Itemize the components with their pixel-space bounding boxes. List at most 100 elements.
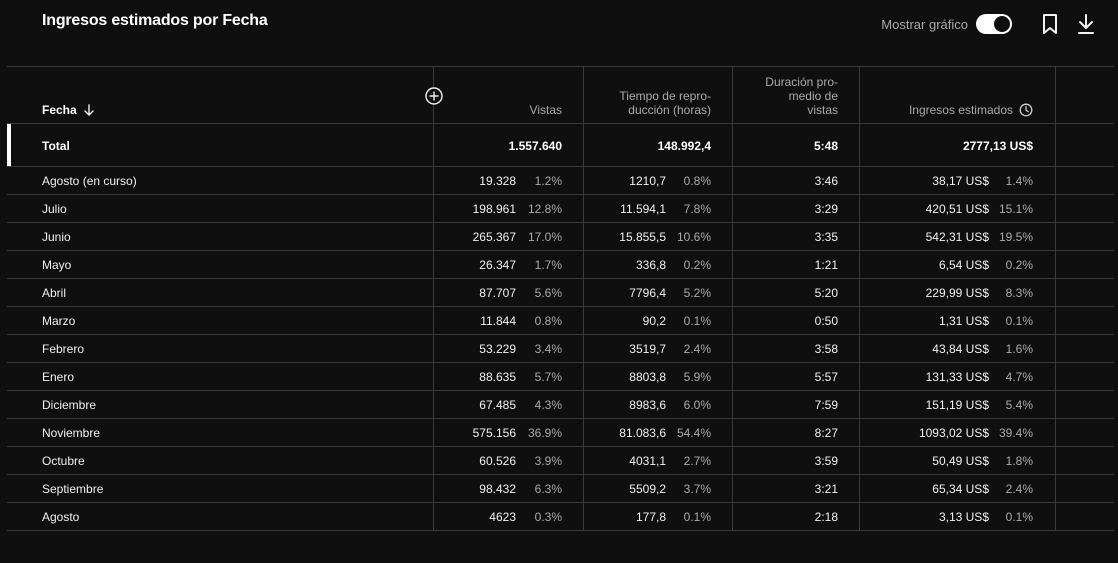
row-date: Mayo: [42, 258, 72, 272]
row-date: Enero: [42, 370, 75, 384]
row-watch: 4031,1: [629, 454, 666, 468]
row-revenue: 6,54 US$: [938, 258, 989, 272]
table-row[interactable]: Diciembre 67.485 4.3% 8983,6 6.0% 7:59 1…: [7, 391, 1114, 419]
duration-cell: 3:46: [733, 167, 860, 194]
revenue-cell: 151,19 US$ 5.4%: [860, 391, 1056, 418]
header-revenue-cell[interactable]: Ingresos estimados: [860, 67, 1056, 123]
row-duration: 5:20: [814, 286, 838, 300]
revenue-cell: 1093,02 US$ 39.4%: [860, 419, 1056, 446]
total-views: 1.557.640: [508, 139, 562, 153]
row-date: Noviembre: [42, 426, 101, 440]
row-views: 19.328: [479, 174, 516, 188]
total-revenue-cell: 2777,13 US$: [860, 124, 1056, 166]
table-row[interactable]: Octubre 60.526 3.9% 4031,1 2.7% 3:59 50,…: [7, 447, 1114, 475]
duration-cell: 3:59: [733, 447, 860, 474]
row-watch-pct: 2.4%: [683, 342, 711, 356]
header-empty-cell: [1056, 67, 1114, 123]
row-date: Julio: [42, 202, 67, 216]
row-views-pct: 0.3%: [534, 510, 562, 524]
row-views: 198.961: [472, 202, 516, 216]
watch-cell: 4031,1 2.7%: [584, 447, 733, 474]
table-row[interactable]: Enero 88.635 5.7% 8803,8 5.9% 5:57 131,3…: [7, 363, 1114, 391]
row-views-pct: 0.8%: [534, 314, 562, 328]
empty-cell: [1056, 503, 1114, 530]
views-cell: 198.961 12.8%: [434, 195, 584, 222]
empty-cell: [1056, 447, 1114, 474]
bookmark-button[interactable]: [1038, 12, 1062, 36]
arrow-down-icon: [83, 103, 94, 116]
table-row[interactable]: Junio 265.367 17.0% 15.855,5 10.6% 3:35 …: [7, 223, 1114, 251]
table-row[interactable]: Agosto (en curso) 19.328 1.2% 1210,7 0.8…: [7, 167, 1114, 195]
views-cell: 88.635 5.7%: [434, 363, 584, 390]
empty-cell: [1056, 335, 1114, 362]
row-date: Marzo: [42, 314, 76, 328]
total-empty-cell: [1056, 124, 1114, 166]
show-chart-toggle[interactable]: [976, 14, 1012, 34]
row-duration: 0:50: [814, 314, 838, 328]
row-revenue: 542,31 US$: [925, 230, 989, 244]
empty-cell: [1056, 363, 1114, 390]
row-revenue: 229,99 US$: [925, 286, 989, 300]
download-button[interactable]: [1074, 12, 1098, 36]
row-watch: 177,8: [635, 510, 666, 524]
date-cell: Julio: [7, 195, 434, 222]
toggle-label: Mostrar gráfico: [881, 16, 968, 32]
table-row[interactable]: Mayo 26.347 1.7% 336,8 0.2% 1:21 6,54 US…: [7, 251, 1114, 279]
watch-cell: 15.855,5 10.6%: [584, 223, 733, 250]
row-views: 11.844: [480, 314, 516, 328]
sort-date-button[interactable]: Fecha: [42, 103, 95, 117]
header-duration-label: Duración pro- medio de vistas: [765, 75, 838, 117]
views-cell: 11.844 0.8%: [434, 307, 584, 334]
row-revenue: 131,33 US$: [925, 370, 989, 384]
row-watch-pct: 0.1%: [683, 510, 711, 524]
total-label: Total: [42, 139, 70, 153]
header-views-cell[interactable]: Vistas: [434, 67, 584, 123]
watch-cell: 7796,4 5.2%: [584, 279, 733, 306]
total-revenue: 2777,13 US$: [962, 139, 1033, 153]
total-watch-cell: 148.992,4: [584, 124, 733, 166]
header-revenue-label-group: Ingresos estimados: [909, 103, 1033, 117]
row-watch-pct: 5.2%: [683, 286, 711, 300]
row-views-pct: 1.2%: [534, 174, 562, 188]
revenue-cell: 3,13 US$ 0.1%: [860, 503, 1056, 530]
duration-cell: 1:21: [733, 251, 860, 278]
header-duration-cell[interactable]: Duración pro- medio de vistas: [733, 67, 860, 123]
row-views: 575.156: [472, 426, 516, 440]
total-label-cell: Total: [7, 124, 434, 166]
table-row[interactable]: Julio 198.961 12.8% 11.594,1 7.8% 3:29 4…: [7, 195, 1114, 223]
table-row[interactable]: Agosto 4623 0.3% 177,8 0.1% 2:18 3,13 US…: [7, 503, 1114, 531]
views-cell: 98.432 6.3%: [434, 475, 584, 502]
add-column-button[interactable]: [425, 87, 443, 105]
revenue-cell: 50,49 US$ 1.8%: [860, 447, 1056, 474]
row-duration: 3:58: [814, 342, 838, 356]
views-cell: 19.328 1.2%: [434, 167, 584, 194]
duration-cell: 5:20: [733, 279, 860, 306]
row-duration: 3:35: [814, 230, 838, 244]
table-row[interactable]: Septiembre 98.432 6.3% 5509,2 3.7% 3:21 …: [7, 475, 1114, 503]
revenue-cell: 6,54 US$ 0.2%: [860, 251, 1056, 278]
header-watch-cell[interactable]: Tiempo de repro- ducción (horas): [584, 67, 733, 123]
views-cell: 265.367 17.0%: [434, 223, 584, 250]
empty-cell: [1056, 167, 1114, 194]
row-duration: 3:46: [814, 174, 838, 188]
date-cell: Agosto: [7, 503, 434, 530]
header-watch-line1: Tiempo de repro-: [619, 89, 711, 103]
row-watch: 8983,6: [629, 398, 666, 412]
table-row[interactable]: Febrero 53.229 3.4% 3519,7 2.4% 3:58 43,…: [7, 335, 1114, 363]
revenue-cell: 542,31 US$ 19.5%: [860, 223, 1056, 250]
views-cell: 60.526 3.9%: [434, 447, 584, 474]
row-revenue-pct: 0.2%: [1005, 258, 1033, 272]
header-duration-line3: vistas: [807, 103, 838, 117]
watch-cell: 11.594,1 7.8%: [584, 195, 733, 222]
table-row[interactable]: Abril 87.707 5.6% 7796,4 5.2% 5:20 229,9…: [7, 279, 1114, 307]
duration-cell: 2:18: [733, 503, 860, 530]
row-watch: 11.594,1: [620, 202, 666, 216]
header-date-label: Fecha: [42, 103, 77, 117]
row-duration: 8:27: [814, 426, 838, 440]
date-cell: Diciembre: [7, 391, 434, 418]
watch-cell: 177,8 0.1%: [584, 503, 733, 530]
clock-icon[interactable]: [1019, 103, 1033, 117]
table-row[interactable]: Marzo 11.844 0.8% 90,2 0.1% 0:50 1,31 US…: [7, 307, 1114, 335]
table-row[interactable]: Noviembre 575.156 36.9% 81.083,6 54.4% 8…: [7, 419, 1114, 447]
row-date: Febrero: [42, 342, 85, 356]
